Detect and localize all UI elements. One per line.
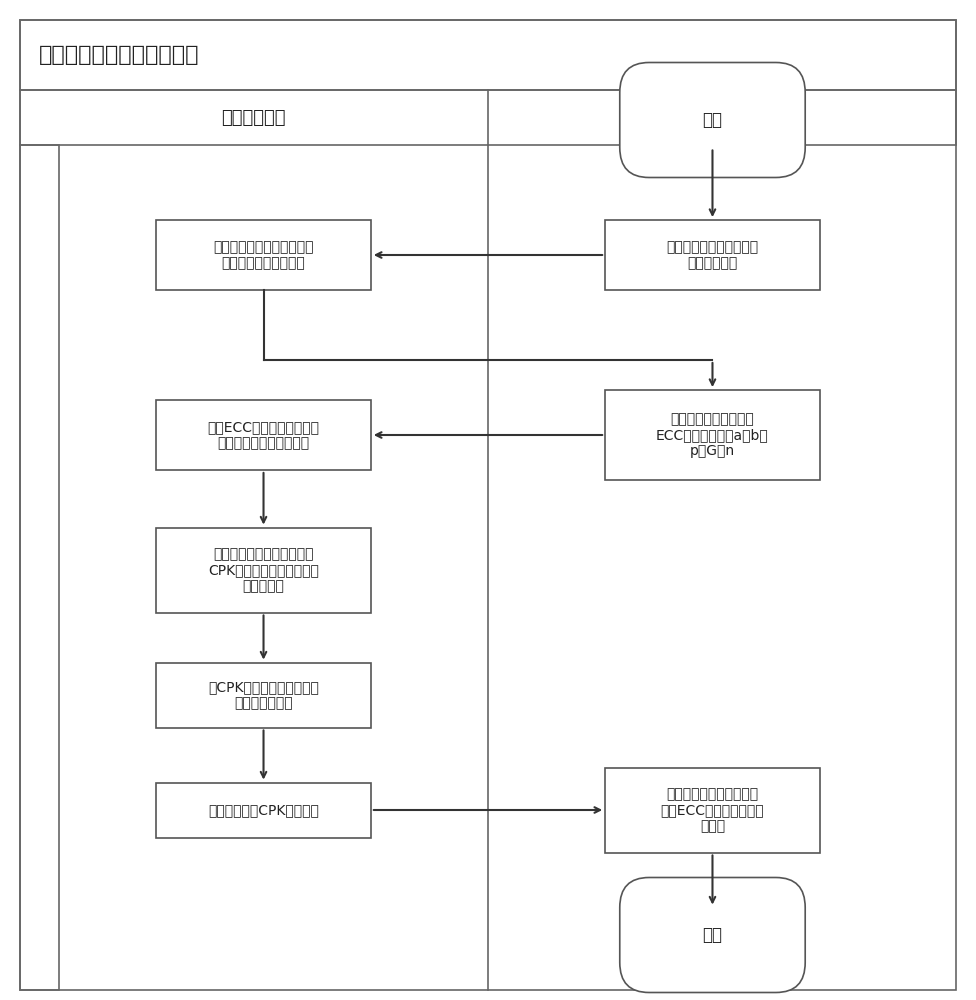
Text: 将CPK私钥阵列存入容器的
非易失性存储器: 将CPK私钥阵列存入容器的 非易失性存储器 bbox=[208, 680, 319, 710]
Text: 结束: 结束 bbox=[703, 926, 722, 944]
Text: 接受ECC参数并将其保存到
容器的非易失性存储器中: 接受ECC参数并将其保存到 容器的非易失性存储器中 bbox=[208, 420, 319, 450]
Text: 生成该椭圆曲线的组合公钥
CPK的随机私钥阵列和对应
的公钥阵列: 生成该椭圆曲线的组合公钥 CPK的随机私钥阵列和对应 的公钥阵列 bbox=[208, 547, 319, 593]
FancyBboxPatch shape bbox=[620, 62, 805, 178]
Bar bbox=[20, 90, 956, 145]
Bar bbox=[605, 768, 820, 852]
Text: 向服务器输出CPK公钥阵列: 向服务器输出CPK公钥阵列 bbox=[208, 803, 319, 817]
Text: 计算机或服务器: 计算机或服务器 bbox=[704, 109, 780, 127]
Text: 开始: 开始 bbox=[703, 111, 722, 129]
Bar bbox=[605, 390, 820, 480]
Bar bbox=[20, 20, 956, 90]
Bar bbox=[156, 782, 371, 838]
Text: 安全存储容器初始化流程图: 安全存储容器初始化流程图 bbox=[39, 45, 199, 65]
Bar bbox=[605, 220, 820, 290]
Bar bbox=[156, 663, 371, 728]
Text: 由服务器置入椭圆曲线
ECC的各个参数：a、b、
p、G、n: 由服务器置入椭圆曲线 ECC的各个参数：a、b、 p、G、n bbox=[656, 412, 769, 458]
Bar bbox=[156, 400, 371, 470]
Bar bbox=[156, 528, 371, 612]
Text: 接收公钥阵列，发布椭圆
曲线ECC的各个参数和公
钥阵列: 接收公钥阵列，发布椭圆 曲线ECC的各个参数和公 钥阵列 bbox=[661, 787, 764, 833]
Text: 安全存储容器: 安全存储容器 bbox=[222, 109, 286, 127]
Bar bbox=[156, 220, 371, 290]
Text: 由服务器生成并向容器置
入连接组合串: 由服务器生成并向容器置 入连接组合串 bbox=[667, 240, 758, 270]
Bar bbox=[20, 145, 59, 990]
FancyBboxPatch shape bbox=[620, 878, 805, 992]
Text: 接受连接串并将其保存到容
器的非易失性存储器中: 接受连接串并将其保存到容 器的非易失性存储器中 bbox=[214, 240, 313, 270]
